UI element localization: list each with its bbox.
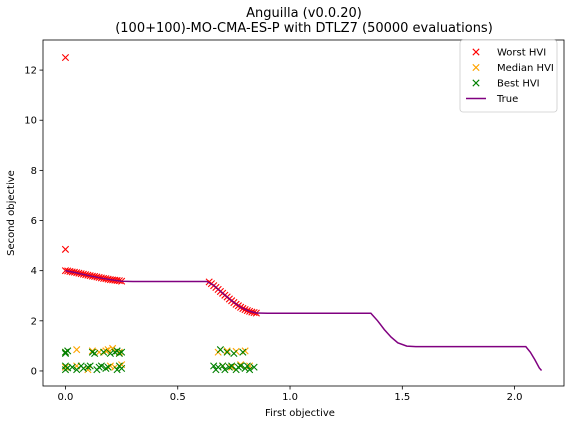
- data-point-median-hvi: [223, 347, 231, 355]
- legend-label: True: [496, 94, 518, 105]
- y-tick-label: 0: [31, 366, 37, 377]
- chart-title: Anguilla (v0.0.20): [246, 6, 362, 21]
- data-point-median-hvi: [109, 344, 117, 352]
- data-point-median-hvi: [61, 363, 70, 371]
- data-point-best-hvi: [68, 363, 76, 371]
- data-point-best-hvi: [64, 347, 72, 355]
- chart-subtitle: (100+100)-MO-CMA-ES-P with DTLZ7 (50000 …: [115, 21, 493, 36]
- data-point-best-hvi: [100, 348, 108, 356]
- data-point-worst-hvi: [61, 245, 70, 253]
- legend-swatch: [472, 63, 480, 72]
- data-point-best-hvi: [250, 363, 258, 371]
- y-tick-label: 6: [31, 216, 37, 227]
- legend-label: Median HVI: [497, 63, 554, 74]
- data-point-best-hvi: [221, 366, 229, 374]
- x-tick-label: 0.0: [58, 392, 74, 403]
- data-point-best-hvi: [239, 348, 247, 356]
- y-axis-label: Second objective: [6, 170, 17, 256]
- y-tick-label: 2: [31, 316, 37, 327]
- legend-label: Best HVI: [497, 79, 540, 90]
- y-tick-label: 8: [31, 166, 37, 177]
- data-point-best-hvi: [86, 362, 94, 370]
- data-point-median-hvi: [228, 363, 236, 371]
- data-point-best-hvi: [219, 362, 227, 370]
- legend-box: [459, 39, 558, 113]
- x-tick-label: 1.0: [282, 392, 298, 403]
- data-point-best-hvi: [79, 364, 88, 373]
- plot-marks: [61, 53, 543, 374]
- data-point-best-hvi: [237, 362, 245, 370]
- data-point-median-hvi: [104, 346, 112, 354]
- x-tick-label: 2.0: [507, 392, 523, 403]
- data-point-worst-hvi: [61, 53, 70, 62]
- data-point-median-hvi: [73, 346, 81, 354]
- data-point-best-hvi: [246, 366, 254, 374]
- legend-swatch: [472, 79, 480, 87]
- data-point-best-hvi: [118, 364, 126, 373]
- data-point-best-hvi: [106, 349, 114, 357]
- data-point-best-hvi: [113, 366, 121, 374]
- legend: Worst HVI Median HVI Best HVI True: [459, 39, 558, 113]
- y-tick-label: 10: [24, 116, 37, 127]
- data-point-median-hvi: [84, 366, 92, 374]
- x-tick-label: 1.5: [394, 392, 410, 403]
- axes: 0.0 0.5 1.0 1.5 2.0 0 2 4 6 8 10 12: [24, 39, 565, 403]
- data-point-best-hvi: [97, 362, 105, 370]
- data-point-best-hvi: [216, 346, 224, 354]
- data-point-best-hvi: [118, 348, 126, 356]
- x-axis-label: First objective: [265, 408, 335, 419]
- y-tick-label: 4: [31, 266, 37, 277]
- data-point-best-hvi: [243, 362, 251, 370]
- data-point-best-hvi: [91, 349, 99, 357]
- y-tick-label: 12: [24, 66, 37, 77]
- data-point-best-hvi: [214, 363, 222, 371]
- plot-frame: [42, 39, 565, 387]
- data-point-best-hvi: [104, 363, 112, 371]
- data-point-best-hvi: [210, 362, 218, 370]
- x-tick-label: 0.5: [170, 392, 186, 403]
- data-point-best-hvi: [223, 348, 231, 356]
- data-point-best-hvi: [230, 349, 238, 357]
- legend-swatch: [472, 48, 480, 56]
- series-line-true: [65, 269, 543, 371]
- legend-label: Worst HVI: [497, 48, 546, 59]
